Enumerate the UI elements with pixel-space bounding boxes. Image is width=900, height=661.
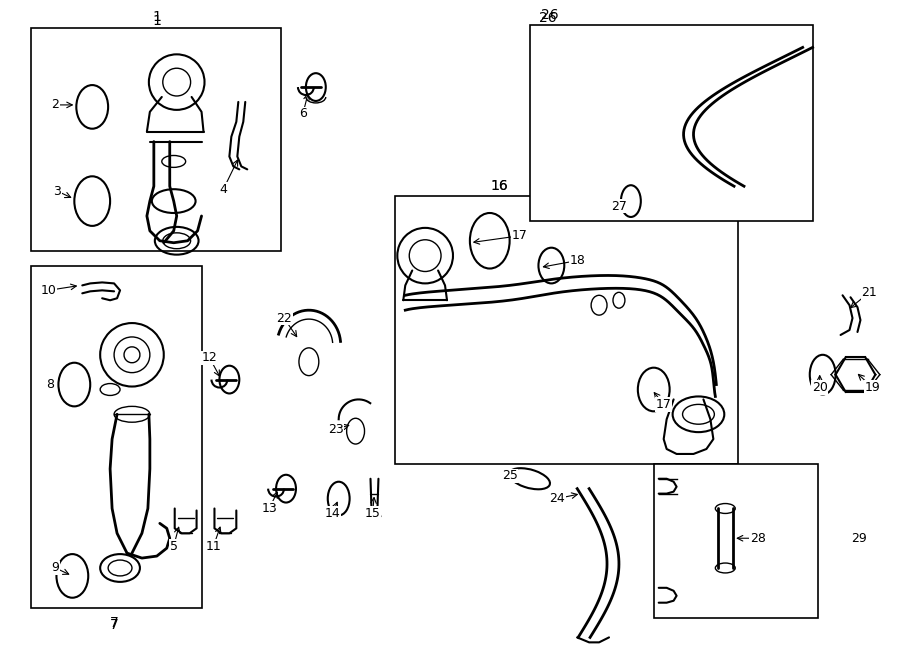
Text: 8: 8 (47, 378, 55, 391)
Text: 25: 25 (501, 469, 518, 483)
Bar (395, 196, 738, 464)
Bar (529, 24, 813, 221)
Text: 26: 26 (538, 11, 556, 24)
Bar (31, 28, 281, 251)
Bar (653, 464, 818, 617)
Text: 6: 6 (299, 107, 307, 120)
Text: 28: 28 (750, 531, 766, 545)
Text: 21: 21 (861, 286, 878, 299)
Text: 12: 12 (202, 351, 218, 364)
Text: 11: 11 (205, 539, 221, 553)
Text: 7: 7 (110, 615, 119, 629)
Text: 14: 14 (325, 507, 340, 520)
Text: 16: 16 (491, 179, 508, 193)
Text: 16: 16 (491, 179, 508, 193)
Text: 9: 9 (51, 561, 59, 574)
Text: 4: 4 (220, 182, 228, 196)
Text: 3: 3 (53, 184, 61, 198)
Text: 26: 26 (541, 8, 558, 22)
Text: 20: 20 (812, 381, 828, 394)
Text: 7: 7 (110, 617, 119, 631)
Text: 24: 24 (550, 492, 565, 505)
Bar (31, 266, 202, 607)
Text: 5: 5 (170, 539, 177, 553)
Text: 1: 1 (152, 10, 161, 24)
Text: 15: 15 (364, 507, 381, 520)
Text: 2: 2 (51, 98, 59, 112)
Text: 23: 23 (328, 422, 344, 436)
Text: 17: 17 (511, 229, 527, 243)
Text: 1: 1 (152, 14, 161, 28)
Text: 22: 22 (276, 311, 292, 325)
Text: 10: 10 (40, 284, 57, 297)
Text: 29: 29 (851, 531, 868, 545)
Text: 19: 19 (865, 381, 880, 394)
Text: 17: 17 (656, 398, 671, 411)
Text: 13: 13 (261, 502, 277, 515)
Text: 27: 27 (611, 200, 627, 213)
Text: 18: 18 (570, 254, 585, 267)
